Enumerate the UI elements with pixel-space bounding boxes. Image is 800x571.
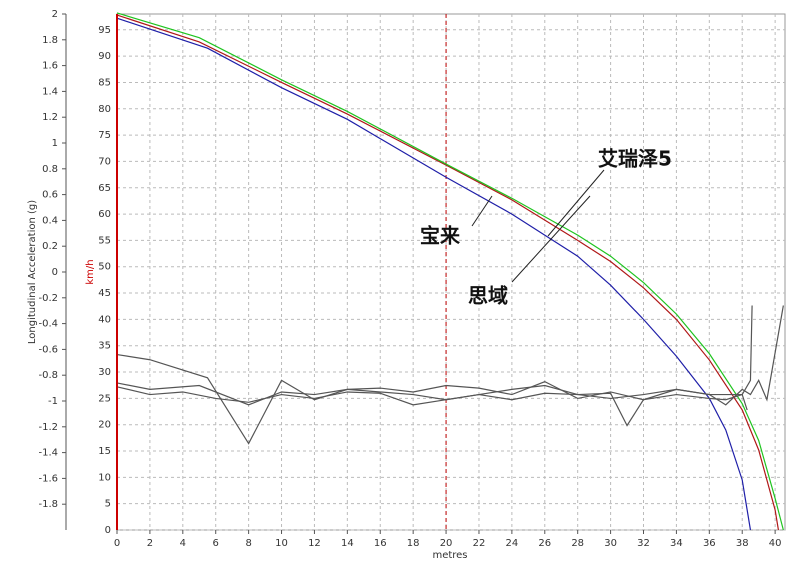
y2-tick-label: -1.8 — [38, 499, 58, 510]
y-tick-label: 40 — [98, 314, 111, 325]
y-tick-label: 55 — [98, 235, 111, 246]
y-tick-label: 65 — [98, 183, 111, 194]
y-tick-label: 25 — [98, 393, 111, 404]
x-tick-label: 30 — [604, 538, 617, 549]
x-tick-label: 38 — [736, 538, 749, 549]
y2-tick-label: 1.6 — [42, 61, 58, 72]
y2-tick-label: -0.6 — [38, 344, 58, 355]
x-tick-label: 2 — [147, 538, 153, 549]
y-tick-label: 70 — [98, 156, 111, 167]
x-tick-label: 24 — [506, 538, 519, 549]
y2-tick-label: 0.4 — [42, 215, 58, 226]
y2-tick-label: -1 — [48, 396, 58, 407]
y-tick-label: 95 — [98, 25, 111, 36]
plot-area — [116, 13, 786, 531]
y2-tick-label: -1.4 — [38, 448, 58, 459]
y-tick-label: 35 — [98, 341, 111, 352]
series-line — [116, 17, 752, 531]
y-tick-label: 50 — [98, 262, 111, 273]
y-tick-label: 85 — [98, 77, 111, 88]
annotation: 思域 — [468, 284, 508, 308]
y-tick-label: 15 — [98, 446, 111, 457]
y2-tick-label: -0.2 — [38, 293, 58, 304]
y2-tick-label: -0.8 — [38, 370, 58, 381]
y2-tick-label: 1.8 — [42, 35, 58, 46]
x-tick-label: 28 — [571, 538, 584, 549]
series-line — [116, 305, 784, 406]
x-tick-label: 18 — [407, 538, 420, 549]
series-line — [116, 12, 784, 531]
y2-tick-label: 0 — [52, 267, 58, 278]
y2-tick-label: 0.6 — [42, 190, 58, 201]
series-line — [116, 305, 753, 445]
x-tick-label: 36 — [703, 538, 716, 549]
y-tick-label: 0 — [105, 525, 111, 536]
series-line — [116, 14, 780, 531]
x-tick-label: 6 — [213, 538, 219, 549]
y2-tick-label: 1 — [52, 138, 58, 149]
y-tick-label: 75 — [98, 130, 111, 141]
y2-tick-label: 1.2 — [42, 112, 58, 123]
leader-line — [471, 195, 493, 227]
x-tick-label: 32 — [637, 538, 650, 549]
x-tick-label: 14 — [341, 538, 354, 549]
annotation: 宝来 — [420, 224, 461, 248]
x-tick-label: 34 — [670, 538, 683, 549]
y-tick-label: 90 — [98, 51, 111, 62]
y-tick-label: 45 — [98, 288, 111, 299]
lines — [116, 12, 784, 531]
y2-axis-title: Longitudinal Acceleration (g) — [27, 200, 38, 344]
y-tick-label: 10 — [98, 472, 111, 483]
x-axis-title: metres — [432, 550, 467, 561]
x-tick-label: 0 — [114, 538, 120, 549]
y2-tick-label: 2 — [52, 9, 58, 20]
grid — [116, 14, 785, 531]
series-line — [116, 386, 748, 411]
x-tick-label: 16 — [374, 538, 387, 549]
y-tick-label: 20 — [98, 420, 111, 431]
x-tick-label: 20 — [440, 538, 453, 549]
y-tick-label: 5 — [105, 499, 111, 510]
x-tick-label: 26 — [538, 538, 551, 549]
leader-line — [547, 169, 605, 237]
x-tick-label: 8 — [245, 538, 251, 549]
y2-tick-label: 1.4 — [42, 86, 58, 97]
y-tick-label: 80 — [98, 104, 111, 115]
x-tick-label: 40 — [769, 538, 782, 549]
x-tick-label: 22 — [473, 538, 486, 549]
y2-tick-label: -1.6 — [38, 473, 58, 484]
y-tick-label: 60 — [98, 209, 111, 220]
y2-tick-label: -1.2 — [38, 422, 58, 433]
leader-line — [511, 195, 591, 283]
y2-tick-label: 0.8 — [42, 164, 58, 175]
y2-tick-label: 0.2 — [42, 241, 58, 252]
y-axis-title: km/h — [85, 259, 96, 284]
annotation: 艾瑞泽5 — [598, 147, 672, 171]
x-tick-label: 12 — [308, 538, 321, 549]
x-tick-label: 10 — [275, 538, 288, 549]
y2-tick-label: -0.4 — [38, 319, 58, 330]
y-tick-label: 30 — [98, 367, 111, 378]
x-tick-label: 4 — [180, 538, 186, 549]
